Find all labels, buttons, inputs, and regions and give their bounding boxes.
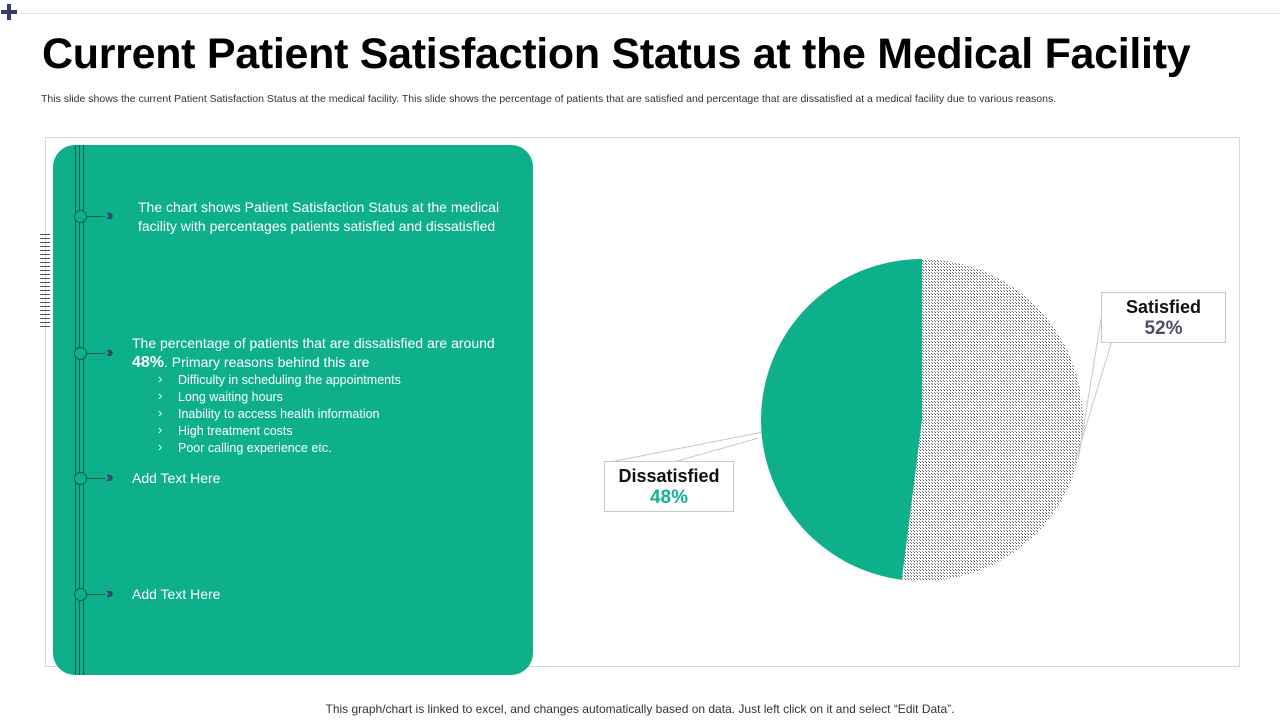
ruler-ticks — [40, 234, 50, 330]
timeline-connector — [87, 594, 105, 595]
panel-item-chart-description: The chart shows Patient Satisfaction Sta… — [138, 199, 500, 234]
reason-item: Inability to access health information — [158, 405, 527, 423]
pie-slice-dissatisfied[interactable] — [760, 259, 922, 580]
chevron-right-icon: ›› — [106, 207, 113, 224]
satisfied-label: Satisfied — [1125, 297, 1202, 317]
dissatisfied-label: Dissatisfied — [618, 466, 720, 486]
panel-item-placeholder[interactable]: Add Text Here — [132, 470, 221, 486]
top-divider — [20, 13, 1280, 14]
panel-item-dissatisfied: The percentage of patients that are diss… — [132, 334, 527, 457]
panel-item-placeholder[interactable]: Add Text Here — [132, 586, 221, 602]
timeline-connector — [87, 478, 105, 479]
chevron-right-icon: ›› — [106, 585, 113, 602]
content-frame — [45, 137, 1240, 667]
dissatisfied-summary: The percentage of patients that are diss… — [132, 334, 527, 372]
pie-chart[interactable] — [560, 150, 1260, 670]
timeline-node — [74, 588, 87, 601]
reason-item: Long waiting hours — [158, 388, 527, 406]
timeline-node — [74, 472, 87, 485]
chevron-right-icon: ›› — [106, 469, 113, 486]
dissatisfied-callout: Dissatisfied 48% — [604, 461, 734, 512]
leader-line — [1077, 294, 1106, 458]
dissatisfied-value: 48% — [649, 487, 689, 508]
leader-line — [669, 437, 758, 464]
reason-item: High treatment costs — [158, 422, 527, 440]
leader-line — [604, 431, 762, 464]
dissatisfied-pct: 48% — [132, 354, 165, 371]
satisfied-value: 52% — [1144, 318, 1183, 339]
satisfied-callout: Satisfied 52% — [1101, 292, 1226, 343]
page-subtitle: This slide shows the current Patient Sat… — [41, 93, 1057, 105]
plus-icon — [1, 2, 17, 20]
timeline-rail — [75, 145, 84, 675]
reason-item: Poor calling experience etc. — [158, 439, 527, 457]
reasons-list: Difficulty in scheduling the appointment… — [158, 371, 527, 457]
page-title: Current Patient Satisfaction Status at t… — [42, 30, 1191, 78]
pie-slice-satisfied[interactable] — [901, 259, 1083, 581]
dissatisfied-tail: . Primary reasons behind this are — [164, 354, 370, 370]
timeline-node — [74, 210, 87, 223]
footer-note: This graph/chart is linked to excel, and… — [325, 702, 955, 716]
chevron-right-icon: ›› — [106, 344, 113, 361]
timeline-connector — [87, 353, 105, 354]
timeline-connector — [87, 216, 105, 217]
reason-item: Difficulty in scheduling the appointment… — [158, 371, 527, 389]
dissatisfied-lead: The percentage of patients that are diss… — [132, 335, 495, 351]
timeline-node — [74, 347, 87, 360]
